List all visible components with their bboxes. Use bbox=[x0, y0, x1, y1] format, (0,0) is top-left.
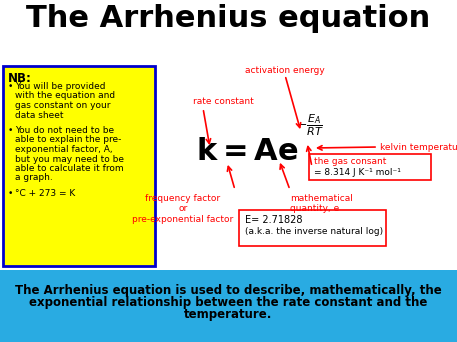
Text: °C + 273 = K: °C + 273 = K bbox=[15, 189, 75, 198]
Text: a graph.: a graph. bbox=[15, 173, 53, 183]
Text: exponential factor, A,: exponential factor, A, bbox=[15, 145, 112, 154]
Text: able to calculate it from: able to calculate it from bbox=[15, 164, 124, 173]
Text: exponential relationship between the rate constant and the: exponential relationship between the rat… bbox=[29, 296, 428, 309]
FancyBboxPatch shape bbox=[3, 66, 155, 266]
Text: The Arrhenius equation is used to describe, mathematically, the: The Arrhenius equation is used to descri… bbox=[15, 284, 442, 297]
Text: = 8.314 J K⁻¹ mol⁻¹: = 8.314 J K⁻¹ mol⁻¹ bbox=[314, 168, 401, 177]
Text: mathematical
quantity, e: mathematical quantity, e bbox=[290, 194, 353, 213]
Text: You do not need to be: You do not need to be bbox=[15, 126, 114, 135]
Text: but you may need to be: but you may need to be bbox=[15, 155, 124, 163]
Text: •: • bbox=[8, 189, 13, 198]
Text: data sheet: data sheet bbox=[15, 110, 64, 119]
Text: •: • bbox=[8, 82, 13, 91]
Text: kelvin temperature: kelvin temperature bbox=[380, 143, 457, 152]
Text: NB:: NB: bbox=[8, 72, 32, 85]
Text: •: • bbox=[8, 126, 13, 135]
FancyBboxPatch shape bbox=[309, 154, 431, 180]
Text: $-\dfrac{E_A}{RT}$: $-\dfrac{E_A}{RT}$ bbox=[297, 113, 324, 138]
FancyBboxPatch shape bbox=[239, 210, 386, 246]
Text: The Arrhenius equation: The Arrhenius equation bbox=[27, 4, 430, 33]
Text: rate constant: rate constant bbox=[193, 97, 254, 106]
Text: able to explain the pre-: able to explain the pre- bbox=[15, 135, 122, 145]
Text: temperature.: temperature. bbox=[184, 308, 273, 321]
Text: with the equation and: with the equation and bbox=[15, 92, 115, 101]
Text: E= 2.71828: E= 2.71828 bbox=[245, 215, 303, 225]
Text: gas constant on your: gas constant on your bbox=[15, 101, 111, 110]
Text: activation energy: activation energy bbox=[245, 66, 325, 75]
Text: You will be provided: You will be provided bbox=[15, 82, 106, 91]
FancyBboxPatch shape bbox=[0, 270, 457, 342]
Text: the gas consant: the gas consant bbox=[314, 157, 386, 166]
Text: frequency factor
or
pre-exponential factor: frequency factor or pre-exponential fact… bbox=[133, 194, 234, 224]
Text: (a.k.a. the inverse natural log): (a.k.a. the inverse natural log) bbox=[245, 227, 383, 236]
Text: $\mathbf{k = Ae}$: $\mathbf{k = Ae}$ bbox=[196, 136, 298, 168]
